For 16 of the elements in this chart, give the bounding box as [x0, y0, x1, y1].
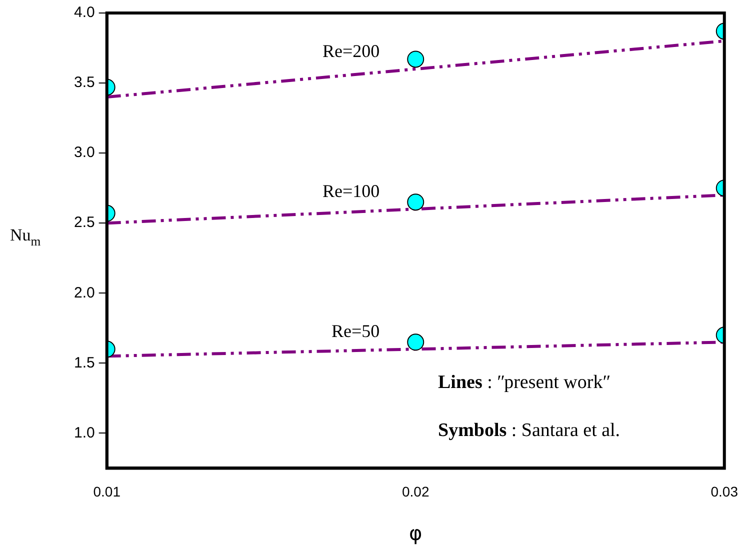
- y-tick-label: 2.5: [74, 214, 95, 232]
- x-axis-title: φ: [409, 521, 422, 545]
- series-label: Re=50: [331, 321, 380, 342]
- y-tick-label: 3.5: [74, 74, 95, 92]
- y-tick-label: 3.0: [74, 144, 95, 162]
- y-tick-label: 1.0: [74, 424, 95, 442]
- annotation: Lines : ʺpresent workʺ: [438, 372, 610, 394]
- y-tick-label: 4.0: [74, 4, 95, 22]
- series-label: Re=100: [322, 181, 380, 202]
- x-tick-label: 0.01: [93, 483, 121, 500]
- x-tick-label: 0.03: [710, 483, 738, 500]
- y-tick-label: 2.0: [74, 284, 95, 302]
- annotation: Symbols : Santara et al.: [438, 420, 620, 442]
- x-tick-label: 0.02: [402, 483, 430, 500]
- y-tick-label: 1.5: [74, 354, 95, 372]
- series-label: Re=200: [322, 41, 380, 62]
